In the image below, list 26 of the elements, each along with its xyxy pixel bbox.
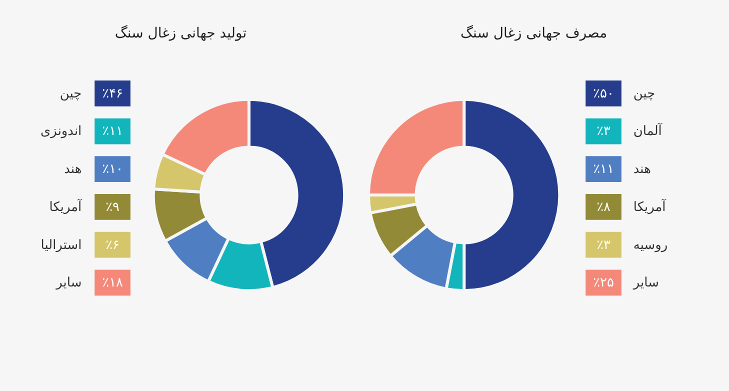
data-label: ٪۲۵ — [593, 276, 614, 291]
legend-label: سایر — [55, 276, 82, 291]
legend-label: چین — [60, 86, 82, 102]
data-label: ٪۱۱ — [593, 162, 614, 178]
legend-label: چین — [633, 86, 656, 102]
legend-label: روسیه — [633, 238, 668, 253]
legend-label: اندونزی — [40, 124, 82, 140]
legend-label: آمریکا — [633, 198, 668, 215]
data-label: ٪۴۶ — [102, 86, 123, 102]
legend-label: آلمان — [633, 122, 664, 140]
legend-label: استرالیا — [40, 238, 82, 253]
data-label: ٪۶ — [106, 238, 120, 253]
data-label: ٪۸ — [596, 200, 611, 215]
data-label: ٪۱۰ — [102, 162, 123, 178]
data-label: ٪۱۸ — [102, 276, 124, 291]
legend-label: هند — [64, 162, 82, 178]
data-label: ٪۳ — [596, 124, 611, 140]
chart-title: مصرف جهانی زغال سنگ — [460, 24, 608, 42]
data-label: ٪۳ — [596, 238, 611, 253]
chart-title: تولید جهانی زغال سنگ — [114, 24, 247, 42]
legend-label: آمریکا — [49, 198, 84, 215]
data-label: ٪۵۰ — [593, 86, 614, 102]
legend-label: هند — [633, 162, 652, 178]
legend-label: سایر — [632, 276, 659, 291]
data-label: ٪۹ — [106, 200, 120, 215]
data-label: ٪۱۱ — [102, 124, 123, 140]
